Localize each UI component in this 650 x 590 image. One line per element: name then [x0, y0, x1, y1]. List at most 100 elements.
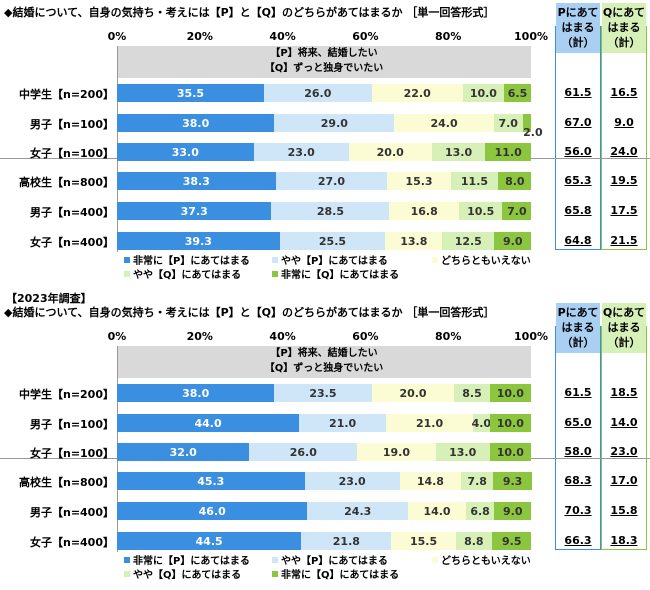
bar-value-label: 7.0	[498, 116, 518, 130]
row-label: 女子【n=400】	[29, 536, 114, 549]
bar-value-label: 8.5	[462, 386, 482, 400]
bar-value-label: 15.3	[405, 174, 433, 188]
bar-segment-0: 38.0	[117, 114, 275, 132]
legend-item: 非常に【P】にあてはまる	[124, 552, 250, 567]
row-label: 男子【n=100】	[29, 118, 114, 131]
q-total-value: 15.8	[610, 504, 638, 517]
bar-segment-1: 26.0	[263, 84, 372, 102]
legend-label: 非常に【Q】にあてはまる	[281, 270, 400, 281]
p-total-value: 66.3	[564, 534, 592, 547]
legend-label: 非常に【P】にあてはまる	[133, 556, 250, 567]
bar-value-label: 10.0	[496, 416, 524, 430]
row-label: 中学生【n=200】	[18, 388, 114, 401]
q-total-column: Qにあてはまる（計）	[601, 3, 647, 250]
bar-value-label: 6.8	[470, 504, 490, 518]
bar-value-label: 12.5	[454, 234, 482, 248]
bar-value-label: 38.0	[182, 116, 210, 130]
bar-value-label: 19.0	[382, 445, 410, 459]
bar-value-label: 21.0	[329, 416, 357, 430]
bar-value-label: 39.3	[184, 234, 212, 248]
bar-segment-4: 9.5	[492, 532, 532, 550]
bar-segment-1: 27.0	[275, 172, 388, 190]
p-total-header: Pにあてはまる（計）	[556, 3, 600, 53]
p-total-value: 61.5	[564, 86, 592, 99]
legend-swatch	[272, 556, 278, 563]
q-total-header: Qにあてはまる（計）	[602, 3, 646, 53]
q-total-value: 18.3	[610, 534, 638, 547]
bar-value-label: 38.3	[182, 174, 210, 188]
bar-segment-0: 38.0	[117, 384, 275, 402]
bar-value-label: 13.8	[400, 234, 428, 248]
q-total-value: 24.0	[610, 145, 638, 158]
bar-segment-3: 13.0	[435, 443, 490, 461]
bar-value-label: 24.0	[430, 116, 458, 130]
row-label: 男子【n=100】	[29, 418, 114, 431]
bar-value-label: 8.0	[505, 174, 525, 188]
p-total-value: 56.0	[564, 145, 592, 158]
bar-value-label: 14.8	[416, 474, 444, 488]
bar-segment-1: 25.5	[279, 232, 386, 250]
legend-item: やや【Q】にあてはまる	[124, 266, 241, 281]
bar-value-label: 29.0	[320, 116, 348, 130]
x-tick-label: 0%	[107, 30, 127, 43]
bar-value-label: 11.5	[460, 174, 489, 188]
bar-value-label: 9.3	[502, 474, 523, 488]
legend-swatch	[272, 570, 278, 577]
p-total-value: 65.0	[564, 416, 592, 429]
bar-value-label: 25.5	[318, 234, 347, 248]
x-tick-label: 60%	[352, 30, 379, 43]
p-total-column: Pにあてはまる（計）	[555, 3, 601, 250]
chart-1: ◆結婚について、自身の気持ち・考えには【P】と【Q】のどちらがあてはまるか ［単…	[0, 300, 650, 590]
p-total-column: Pにあてはまる（計）	[555, 303, 601, 550]
bar-segment-4: 9.0	[494, 502, 532, 520]
legend-item: やや【P】にあてはまる	[272, 252, 388, 267]
bar-segment-3: 8.5	[454, 384, 490, 402]
x-tick-label: 60%	[352, 330, 379, 343]
bar-value-label: 8.8	[464, 534, 484, 548]
row-label: 女子【n=100】	[29, 447, 114, 460]
bar-segment-0: 46.0	[117, 502, 308, 520]
bar-segment-2: 14.8	[399, 472, 462, 490]
row-label: 高校生【n=800】	[18, 476, 114, 489]
bar-segment-1: 29.0	[274, 114, 395, 132]
bar-value-label: 44.5	[195, 534, 223, 548]
bar-value-label: 46.0	[198, 504, 226, 518]
bar-value-label: 20.0	[399, 386, 427, 400]
bar-segment-0: 33.0	[117, 143, 254, 161]
bar-value-label: 13.0	[444, 145, 473, 159]
bar-segment-1: 24.3	[307, 502, 409, 520]
bar-value-label: 21.0	[415, 416, 444, 430]
bar-segment-2: 19.0	[357, 443, 436, 461]
x-tick-label: 20%	[186, 330, 213, 343]
bar-value-label: 6.5	[507, 86, 528, 100]
bar-value-label: 33.0	[171, 145, 199, 159]
p-total-value: 64.8	[564, 234, 592, 247]
legend-label: やや【P】にあてはまる	[281, 556, 388, 567]
row-label: 女子【n=100】	[29, 147, 114, 160]
bar-segment-1: 28.5	[271, 202, 390, 220]
legend-label: やや【Q】にあてはまる	[133, 570, 242, 581]
bar-value-label: 14.0	[423, 504, 451, 518]
bar-segment-0: 39.3	[117, 232, 280, 250]
q-total-value: 16.5	[610, 86, 638, 99]
bar-value-label: 9.5	[501, 534, 522, 548]
legend-swatch	[124, 570, 130, 577]
legend-label: やや【P】にあてはまる	[281, 256, 388, 267]
bar-segment-2: 13.8	[385, 232, 443, 250]
bar-segment-2: 15.3	[387, 172, 451, 190]
legend-item: 非常に【Q】にあてはまる	[272, 566, 399, 581]
p-total-value: 65.8	[564, 204, 592, 217]
q-total-value: 9.0	[614, 116, 634, 129]
legend-label: 非常に【P】にあてはまる	[133, 256, 250, 267]
legend-item: やや【P】にあてはまる	[272, 552, 388, 567]
legend-item: 非常に【Q】にあてはまる	[272, 266, 399, 281]
bar-segment-0: 45.3	[117, 472, 305, 490]
x-tick-label: 80%	[435, 330, 462, 343]
bar-value-label: 45.3	[197, 474, 225, 488]
legend-item: どちらともいえない	[432, 252, 531, 267]
bar-segment-4: 10.0	[489, 443, 531, 461]
q-total-value: 23.0	[610, 445, 638, 458]
bar-value-label: 26.0	[289, 445, 317, 459]
row-label: 男子【n=400】	[29, 206, 114, 219]
